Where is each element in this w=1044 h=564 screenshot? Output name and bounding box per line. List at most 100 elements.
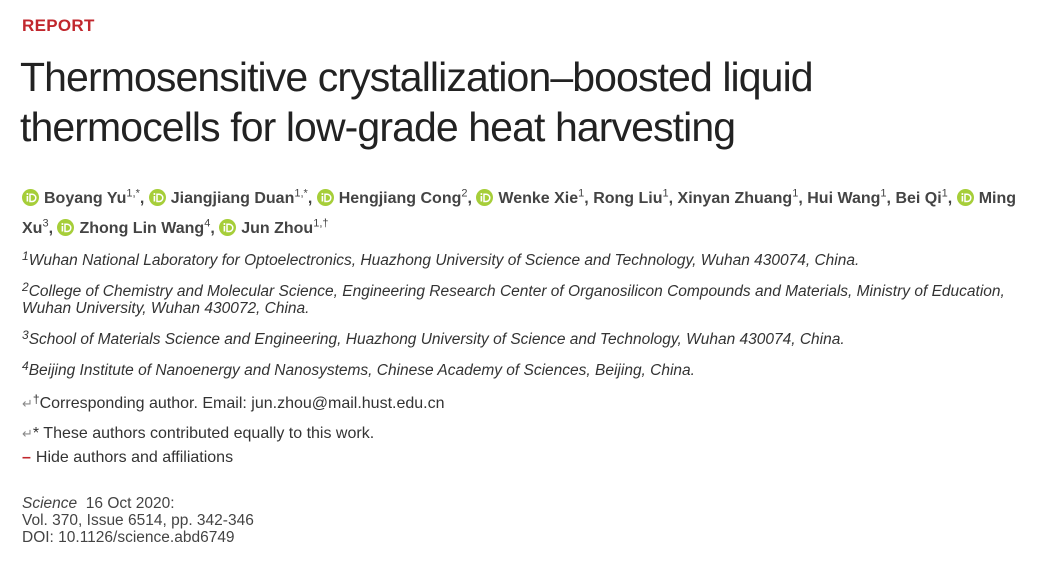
author-separator: , <box>48 220 54 237</box>
author-affiliation-ref: 2 <box>461 187 468 200</box>
author-name[interactable]: Zhong Lin Wang <box>79 220 205 237</box>
corresponding-note: ↵†Corresponding author. Email: jun.zhou@… <box>22 392 445 413</box>
author-name[interactable]: Hui Wang <box>807 190 881 207</box>
orcid-icon[interactable] <box>22 189 39 206</box>
author: Ming Xu3, <box>22 189 1017 237</box>
orcid-glyph <box>481 196 483 202</box>
author: Bei Qi1, <box>895 187 953 207</box>
author-separator: , <box>798 190 803 207</box>
orcid-glyph <box>321 193 324 195</box>
author-separator: , <box>139 190 145 207</box>
affiliation: 1Wuhan National Laboratory for Optoelect… <box>22 249 1034 269</box>
author: Xinyan Zhuang1, <box>677 187 803 207</box>
affiliation-number: 1 <box>22 249 29 263</box>
author-affiliation-ref: 1 <box>792 187 799 200</box>
orcid-glyph <box>156 193 164 203</box>
author-affiliation-ref: 1,† <box>313 217 329 230</box>
author-separator: , <box>307 190 313 207</box>
orcid-glyph <box>26 193 29 195</box>
author-name[interactable]: Wenke Xie <box>498 190 579 207</box>
orcid-glyph <box>961 193 964 195</box>
author-name[interactable]: Xinyan Zhuang <box>677 190 793 207</box>
orcid-glyph <box>26 196 29 202</box>
orcid-glyph <box>226 223 234 233</box>
author-affiliation-ref: 1 <box>662 187 669 200</box>
note-text: These authors contributed equally to thi… <box>39 425 375 442</box>
return-marker: ↵ <box>22 396 33 411</box>
return-marker: ↵ <box>22 426 33 441</box>
orcid-glyph <box>153 193 156 195</box>
author: Wenke Xie1, <box>476 188 589 207</box>
citation: Science 16 Oct 2020: Vol. 370, Issue 651… <box>22 495 254 546</box>
author: Boyang Yu1,*, <box>22 187 145 207</box>
affiliation-number: 4 <box>22 359 29 373</box>
affiliation: 2College of Chemistry and Molecular Scie… <box>22 280 1034 317</box>
author-affiliation-ref: 1,* <box>294 187 308 200</box>
author-name[interactable]: Bei Qi <box>895 190 942 207</box>
orcid-glyph <box>963 193 972 203</box>
author-affiliation-ref: 3 <box>42 217 49 230</box>
orcid-icon[interactable] <box>316 189 334 206</box>
volume: Vol. 370, Issue 6514, pp. 342-346 <box>22 512 254 529</box>
author: Jun Zhou1,† <box>219 217 329 237</box>
orcid-glyph <box>480 193 483 195</box>
author-separator: , <box>210 220 215 237</box>
orcid-glyph <box>223 226 226 232</box>
author-name[interactable]: Boyang Yu <box>44 190 127 207</box>
author: Zhong Lin Wang4, <box>57 217 215 237</box>
orcid-icon[interactable] <box>148 189 166 206</box>
author: Jiangjiang Duan1,*, <box>148 187 313 207</box>
affiliation: 4Beijing Institute of Nanoenergy and Nan… <box>22 359 1034 379</box>
affiliation-number: 2 <box>22 280 29 294</box>
orcid-glyph <box>483 193 491 203</box>
author-name[interactable]: Jun Zhou <box>241 220 314 237</box>
date: 16 Oct 2020: <box>85 495 175 512</box>
orcid-glyph <box>153 196 155 202</box>
orcid-glyph <box>323 193 332 203</box>
author-separator: , <box>668 190 674 207</box>
article-title: Thermosensitive crystallization–boosted … <box>20 54 814 150</box>
orcid-glyph <box>321 196 323 202</box>
note-text: Corresponding author. Email: jun.zhou@ma… <box>39 395 445 412</box>
author-separator: , <box>947 190 953 207</box>
orcid-icon[interactable] <box>57 219 75 236</box>
toggle-icon: – <box>22 449 31 466</box>
affiliation-list: 1Wuhan National Laboratory for Optoelect… <box>22 249 1034 393</box>
hide-authors-toggle[interactable]: – Hide authors and affiliations <box>22 449 233 467</box>
author-affiliation-ref: 4 <box>204 217 211 230</box>
orcid-glyph <box>62 226 64 232</box>
author-separator: , <box>467 190 472 207</box>
affiliation-text: School of Materials Science and Engineer… <box>28 331 845 348</box>
orcid-glyph <box>64 223 73 233</box>
citation-line: Science 16 Oct 2020: <box>22 495 254 512</box>
author-affiliation-ref: 1 <box>880 187 887 200</box>
author-list: Boyang Yu1,*, Jiangjiang Duan1,*, Hengji… <box>22 184 1034 244</box>
author: Hui Wang1, <box>807 187 891 207</box>
note-symbol: * <box>32 425 40 442</box>
author-name[interactable]: Hengjiang Cong <box>338 190 462 207</box>
orcid-icon[interactable] <box>476 189 494 206</box>
toggle-text[interactable]: Hide authors and affiliations <box>35 449 234 466</box>
author-separator: , <box>584 190 589 207</box>
author-name[interactable]: Rong Liu <box>593 190 663 207</box>
author: Rong Liu1, <box>593 187 674 207</box>
author: Hengjiang Cong2, <box>316 187 472 207</box>
affiliation-number: 3 <box>22 328 29 342</box>
orcid-glyph <box>29 193 37 203</box>
author-affiliation-ref: 1 <box>941 187 948 200</box>
author-separator: , <box>886 190 891 207</box>
note-symbol: † <box>32 392 40 406</box>
author-name[interactable]: Jiangjiang Duan <box>170 190 295 207</box>
orcid-glyph <box>61 223 64 225</box>
doi: DOI: 10.1126/science.abd6749 <box>22 529 235 546</box>
affiliation: 3School of Materials Science and Enginee… <box>22 328 1034 348</box>
article-type: REPORT <box>22 16 95 35</box>
author-name[interactable]: Ming Xu <box>22 190 1017 237</box>
journal: Science <box>22 495 78 512</box>
author-affiliation-ref: 1,* <box>126 187 140 200</box>
orcid-icon[interactable] <box>956 189 974 206</box>
affiliation-text: Wuhan National Laboratory for Optoelectr… <box>28 252 860 269</box>
orcid-icon[interactable] <box>219 219 237 236</box>
orcid-glyph <box>961 196 963 202</box>
